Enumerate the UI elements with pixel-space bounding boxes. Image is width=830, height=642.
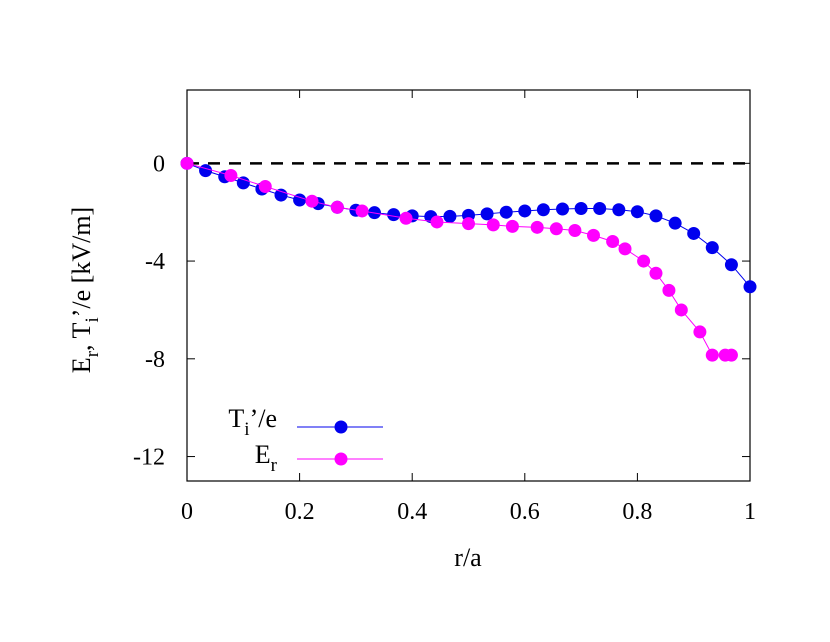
series-group: [180, 156, 757, 362]
y-tick-label: -4: [145, 249, 165, 275]
data-point-0: [612, 203, 626, 217]
data-point-0: [443, 209, 457, 223]
data-point-1: [549, 222, 563, 236]
data-point-1: [649, 266, 663, 280]
data-point-0: [687, 226, 701, 240]
data-point-1: [637, 254, 651, 268]
data-point-1: [430, 215, 444, 229]
data-point-1: [305, 194, 319, 208]
data-point-0: [630, 205, 644, 219]
data-point-1: [618, 242, 632, 256]
data-point-1: [462, 217, 475, 231]
data-point-1: [505, 219, 519, 233]
y-tick-label: 0: [153, 151, 165, 177]
data-point-1: [355, 204, 369, 218]
data-point-1: [586, 228, 600, 242]
data-point-0: [574, 202, 588, 216]
data-point-0: [668, 216, 682, 230]
data-point-0: [518, 204, 532, 218]
data-point-0: [236, 176, 250, 190]
legend-label-ti: Ti’/e: [228, 404, 277, 440]
data-point-1: [705, 348, 719, 362]
data-point-0: [480, 207, 494, 221]
data-point-0: [705, 241, 719, 255]
data-point-1: [724, 348, 738, 362]
data-point-1: [674, 303, 688, 317]
data-point-0: [593, 202, 607, 216]
axis-ticks: [186, 90, 751, 481]
y-tick-label: -8: [145, 347, 165, 373]
data-point-1: [224, 169, 238, 183]
data-point-1: [568, 224, 582, 238]
data-point-1: [693, 325, 707, 339]
legend: Ti’/e Er: [228, 404, 383, 476]
data-point-0: [556, 202, 570, 216]
data-point-0: [743, 280, 757, 294]
x-tick-label: 0: [181, 499, 193, 525]
data-point-0: [649, 209, 663, 223]
data-point-1: [662, 283, 676, 297]
data-point-1: [258, 180, 272, 194]
legend-marker-ti: [334, 420, 348, 434]
data-point-1: [606, 235, 620, 249]
legend-marker-er: [334, 452, 348, 466]
x-tick-label: 0.4: [397, 499, 427, 525]
x-tick-label: 1: [744, 499, 756, 525]
y-tick-label: -12: [133, 445, 165, 471]
x-axis-title: r/a: [454, 543, 482, 572]
data-point-1: [180, 156, 194, 170]
data-point-0: [274, 188, 288, 202]
data-point-0: [499, 205, 513, 219]
data-point-1: [399, 211, 413, 225]
y-axis-title: Er, Ti’/e [kV/m]: [67, 207, 103, 373]
data-point-1: [330, 200, 344, 214]
x-tick-label: 0.6: [510, 499, 540, 525]
data-point-0: [536, 203, 550, 217]
data-point-0: [387, 208, 401, 222]
x-tick-label: 0.2: [285, 499, 315, 525]
data-point-1: [486, 218, 500, 232]
data-point-0: [199, 164, 213, 178]
legend-label-er: Er: [255, 440, 278, 476]
axis-tick-labels: 0 0.2 0.4 0.6 0.8 1 0 -4 -8 -12: [133, 151, 756, 525]
data-point-1: [530, 220, 544, 234]
x-tick-label: 0.8: [622, 499, 652, 525]
data-point-0: [724, 258, 738, 272]
